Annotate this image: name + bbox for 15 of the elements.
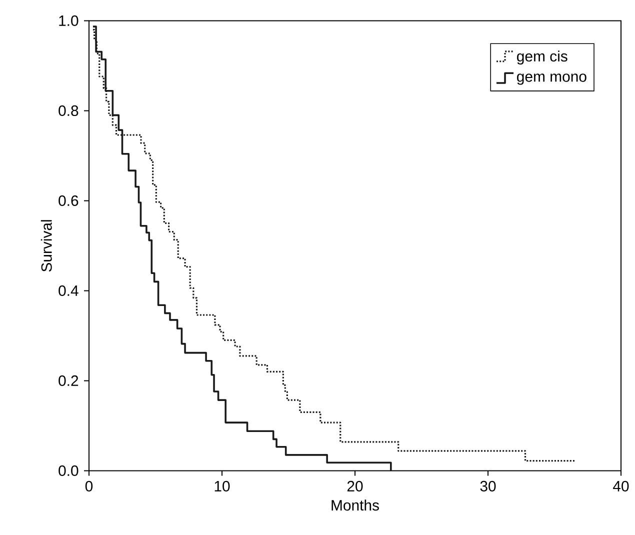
y-tick-label: 0.4 [58, 285, 78, 296]
y-tick-label: 0.0 [58, 465, 78, 476]
legend-label: gem mono [517, 74, 586, 85]
y-tick-label: 1.0 [59, 15, 78, 26]
y-tick-label: 0.8 [58, 105, 78, 116]
legend-label: gem cis [517, 50, 568, 65]
x-tick-label: 40 [613, 480, 629, 492]
x-axis-title: Months [332, 500, 379, 511]
x-tick-label: 30 [480, 480, 496, 492]
x-tick-label: 10 [214, 480, 230, 492]
x-tick-label: 20 [347, 480, 363, 492]
y-axis-title: Survival [40, 220, 52, 272]
y-tick-label: 0.6 [58, 195, 78, 206]
y-tick-label: 0.2 [58, 375, 78, 386]
x-tick-label: 0 [85, 480, 93, 492]
